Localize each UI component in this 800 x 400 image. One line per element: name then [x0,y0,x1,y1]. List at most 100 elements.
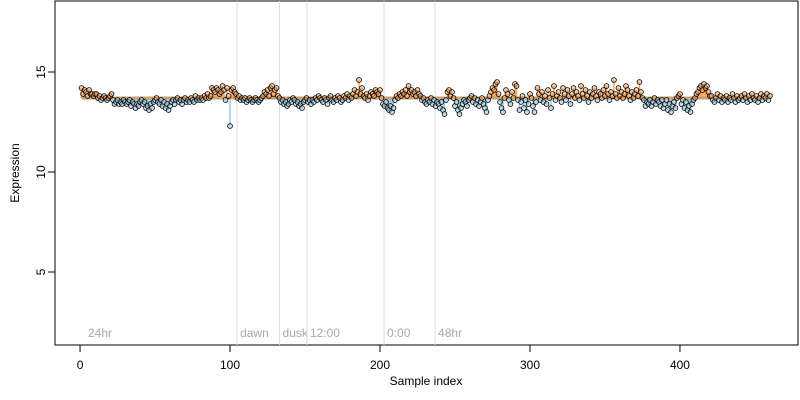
event-label: 12:00 [310,326,340,340]
point [555,89,562,95]
point [149,105,155,111]
point [530,103,536,109]
y-axis-label: Expression [8,143,22,202]
point [453,99,460,105]
point [591,85,598,91]
y-tick-label: 15 [34,65,48,79]
point [402,87,409,93]
x-tick-label: 0 [77,358,84,372]
x-axis-label: Sample index [390,374,463,388]
point [359,85,365,91]
point [578,83,584,89]
plot-frame [54,0,799,346]
point [615,85,622,91]
point [549,91,556,97]
point [141,99,148,105]
point [704,83,710,89]
point [390,105,397,111]
point [534,85,541,91]
point [603,83,610,89]
x-tick-label: 400 [670,358,690,372]
event-label: 48hr [438,326,462,340]
point [510,95,517,101]
point [266,93,272,99]
point [560,85,566,91]
point [273,85,280,91]
point [545,87,551,93]
point [564,87,571,93]
point [513,83,520,89]
point [501,95,508,101]
point [531,109,538,115]
point [378,95,385,101]
point [356,77,362,83]
point [767,93,773,99]
point [663,97,670,103]
point [567,101,574,107]
point [443,97,449,103]
point [299,105,305,111]
point [522,97,529,103]
x-tick-label: 200 [370,358,390,372]
point [569,91,575,97]
point [683,99,689,105]
point [576,97,583,103]
point [371,93,377,99]
point [494,79,500,85]
point [405,83,412,89]
point [558,99,565,105]
point [441,111,448,117]
point [548,105,554,111]
point [570,85,577,91]
point [621,91,628,97]
event-label: 24hr [88,326,112,340]
point [483,109,490,115]
point [528,95,535,101]
event-label: dusk [283,326,309,340]
x-tick-label: 300 [520,358,540,372]
point [672,105,679,111]
point [491,87,497,93]
point [324,101,331,107]
point [509,89,515,95]
point [524,109,530,115]
point [521,105,527,111]
point [222,97,229,103]
point [594,97,601,103]
point [551,83,557,89]
point [624,87,631,93]
point [606,97,613,103]
point [671,99,677,105]
point [677,91,683,97]
point [504,91,511,97]
point [582,87,589,93]
y-tick-label: 10 [34,165,48,179]
point [438,99,445,105]
point [611,77,617,83]
point [479,95,485,101]
point [456,111,463,117]
point [600,87,607,93]
y-tick-label: 5 [34,268,48,275]
point [497,99,503,105]
point [507,101,514,107]
point [546,95,553,101]
point [687,109,694,115]
point [464,103,470,109]
point [225,93,232,99]
point [635,93,641,99]
point [207,93,214,99]
point [539,89,545,95]
point [224,85,230,91]
point [542,93,548,99]
point [584,93,590,99]
point [633,87,640,93]
point [377,87,383,93]
point [543,101,550,107]
point [269,83,275,89]
point [525,101,532,107]
point [450,95,457,101]
point [500,109,506,115]
point [449,89,455,95]
